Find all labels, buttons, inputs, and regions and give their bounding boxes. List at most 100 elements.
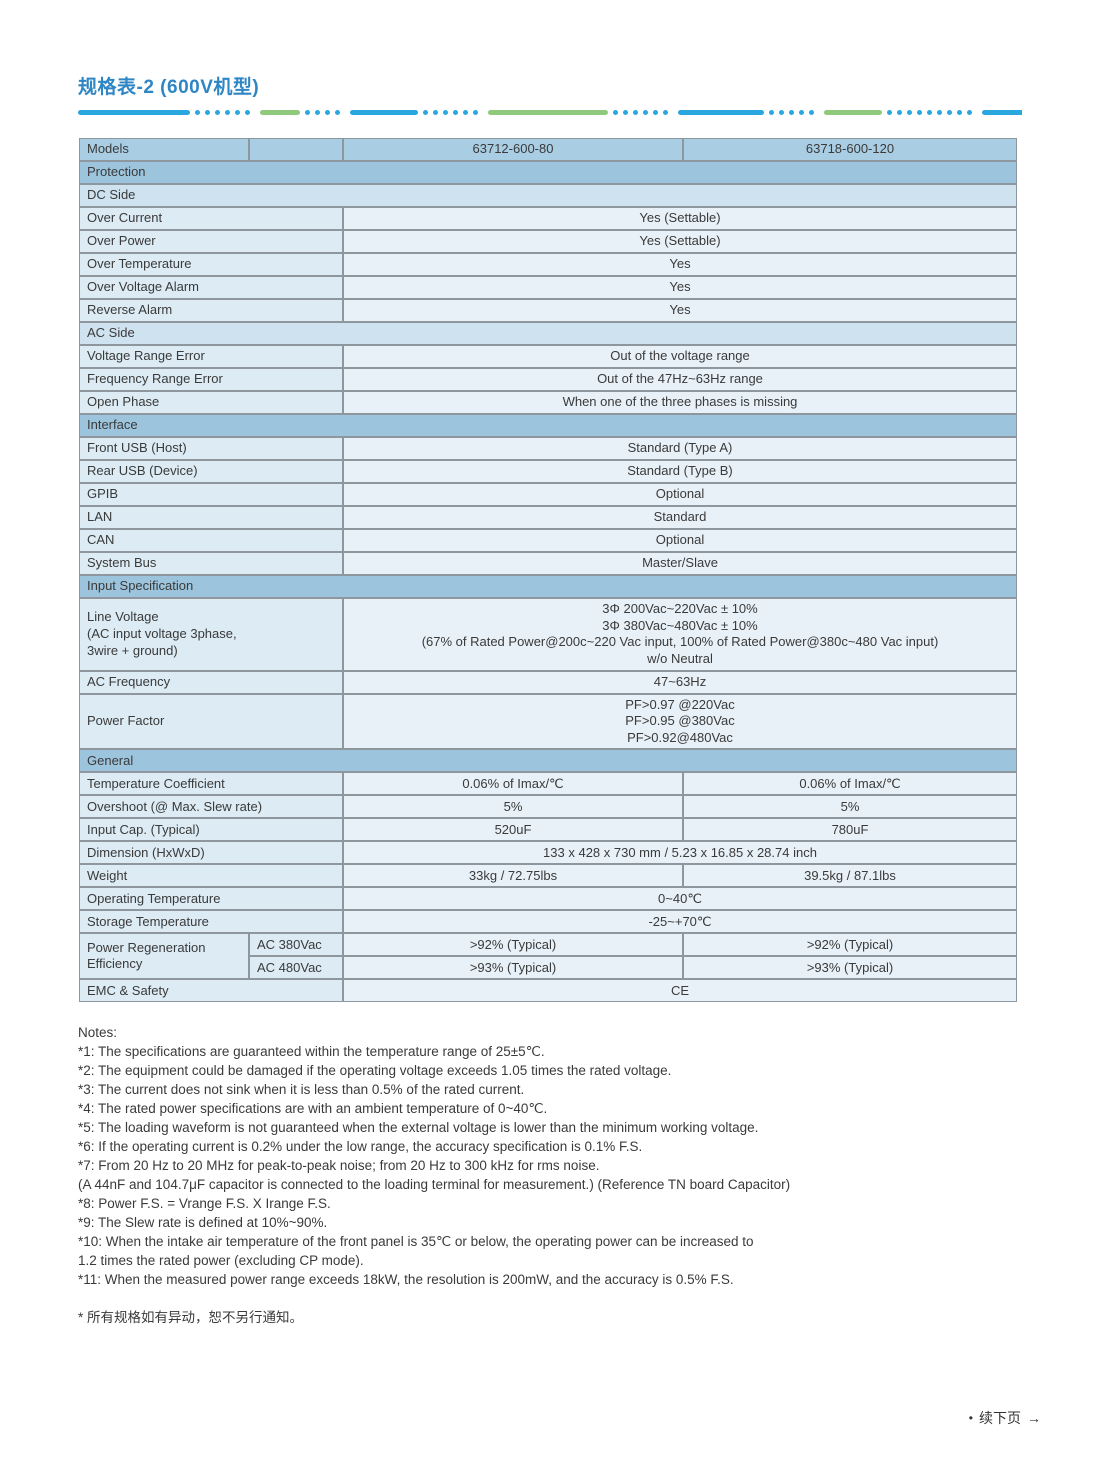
divider-dot: [195, 109, 200, 115]
notes-disclaimer: * 所有规格如有异动，恕不另行通知。: [78, 1310, 304, 1326]
divider-dot: [633, 109, 638, 115]
spec-label: Operating Temperature: [80, 888, 342, 910]
note-line: 1.2 times the rated power (excluding CP …: [78, 1253, 364, 1269]
divider-dot: [225, 109, 230, 115]
divider-dot: [423, 109, 428, 115]
table-row: Protection: [80, 162, 1016, 183]
spec-sublabel: AC 480Vac: [250, 957, 342, 979]
note-line: (A 44nF and 104.7μF capacitor is connect…: [78, 1177, 791, 1193]
divider-dot: [463, 109, 468, 115]
divider-dot: [613, 109, 618, 115]
spec-label: Weight: [80, 865, 342, 887]
spec-value: Out of the voltage range: [344, 346, 1016, 367]
section-header: Protection: [80, 162, 1016, 183]
divider-segment: [488, 109, 608, 115]
spec-value: 0~40℃: [344, 888, 1016, 910]
spec-value: PF>0.97 @220Vac PF>0.95 @380Vac PF>0.92@…: [344, 694, 1016, 749]
table-row: DC Side: [80, 185, 1016, 206]
spec-value: Standard: [344, 507, 1016, 528]
section-header: Input Specification: [80, 576, 1016, 597]
divider-segment: [678, 109, 764, 115]
spec-value: 47~63Hz: [344, 671, 1016, 693]
divider-dot: [473, 109, 478, 115]
note-line: *7: From 20 Hz to 20 MHz for peak-to-pea…: [78, 1158, 600, 1174]
spec-label: Dimension (HxWxD): [80, 842, 342, 864]
spec-value: Optional: [344, 530, 1016, 551]
spec-label: Open Phase: [80, 392, 342, 413]
spec-value: 5%: [344, 796, 682, 818]
spec-label: CAN: [80, 530, 342, 551]
divider-dot: [623, 109, 628, 115]
divider-segment: [78, 109, 190, 115]
page-content: 规格表-2 (600V机型) Models 63712-600-80 63718-6…: [78, 77, 1022, 1326]
divider-dot: [799, 109, 804, 115]
divider-segment: [260, 109, 300, 115]
subsection-header: DC Side: [80, 185, 1016, 206]
table-row: Dimension (HxWxD) 133 x 428 x 730 mm / 5.…: [80, 842, 1016, 864]
table-row: CAN Optional: [80, 530, 1016, 551]
divider-dot: [205, 109, 210, 115]
note-line: *5: The loading waveform is not guarante…: [78, 1120, 759, 1136]
note-line: *9: The Slew rate is defined at 10%~90%.: [78, 1215, 328, 1231]
spec-label: Frequency Range Error: [80, 369, 342, 390]
table-row: Voltage Range Error Out of the voltage ra…: [80, 346, 1016, 367]
spec-value: 5%: [684, 796, 1016, 818]
divider-dot: [643, 109, 648, 115]
table-row: Over Power Yes (Settable): [80, 231, 1016, 252]
table-row: System Bus Master/Slave: [80, 553, 1016, 574]
spec-label: LAN: [80, 507, 342, 528]
spec-value: Yes: [344, 300, 1016, 321]
page-title: 规格表-2 (600V机型): [78, 77, 260, 98]
divider-dot: [917, 109, 922, 115]
spec-label: Temperature Coefficient: [80, 773, 342, 795]
spec-label: Power Factor: [80, 694, 342, 749]
spec-group-label: Power Regeneration Efficiency: [80, 934, 248, 979]
model-name: 63712-600-80: [344, 139, 682, 160]
note-line: *8: Power F.S. = Vrange F.S. X Irange F.…: [78, 1196, 331, 1212]
spec-sublabel: AC 380Vac: [250, 934, 342, 956]
spec-value: Yes (Settable): [344, 231, 1016, 252]
spec-label: Rear USB (Device): [80, 461, 342, 482]
divider-dot: [433, 109, 438, 115]
decorative-divider: [78, 109, 1022, 115]
arrow-right-icon: →: [1027, 1410, 1041, 1426]
section-header: Interface: [80, 415, 1016, 436]
spec-label: Voltage Range Error: [80, 346, 342, 367]
spec-label: AC Frequency: [80, 671, 342, 693]
table-row: Temperature Coefficient 0.06% of Imax/℃ 0.…: [80, 773, 1016, 795]
models-header-spacer: [250, 139, 342, 160]
note-line: *6: If the operating current is 0.2% und…: [78, 1139, 643, 1155]
note-line: *4: The rated power specifications are w…: [78, 1101, 548, 1117]
divider-dot: [315, 109, 320, 115]
spec-value: Yes: [344, 254, 1016, 275]
divider-segment: [824, 109, 882, 115]
table-row: Open Phase When one of the three phases i…: [80, 392, 1016, 413]
spec-value: Out of the 47Hz~63Hz range: [344, 369, 1016, 390]
divider-dot: [663, 109, 668, 115]
divider-dot: [769, 109, 774, 115]
table-row: LAN Standard: [80, 507, 1016, 528]
divider-dot: [789, 109, 794, 115]
spec-label: Over Temperature: [80, 254, 342, 275]
note-line: *1: The specifications are guaranteed wi…: [78, 1044, 545, 1060]
table-row: Storage Temperature -25~+70℃: [80, 911, 1016, 933]
table-row: AC Frequency 47~63Hz: [80, 671, 1016, 693]
divider-dot: [887, 109, 892, 115]
subsection-header: AC Side: [80, 323, 1016, 344]
notes-heading: Notes:: [78, 1025, 118, 1041]
spec-label: Line Voltage (AC input voltage 3phase, 3…: [80, 599, 342, 670]
spec-value: Master/Slave: [344, 553, 1016, 574]
spec-value: When one of the three phases is missing: [344, 392, 1016, 413]
spec-value: Optional: [344, 484, 1016, 505]
divider-dot: [897, 109, 902, 115]
table-row: Operating Temperature 0~40℃: [80, 888, 1016, 910]
spec-value: Yes: [344, 277, 1016, 298]
table-row: Front USB (Host) Standard (Type A): [80, 438, 1016, 459]
model-name: 63718-600-120: [684, 139, 1016, 160]
table-row: Models 63712-600-80 63718-600-120: [80, 139, 1016, 160]
divider-dot: [907, 109, 912, 115]
footer-label: 续下页: [979, 1410, 1021, 1426]
spec-value: >92% (Typical): [684, 934, 1016, 956]
divider-dot: [215, 109, 220, 115]
spec-table: Models 63712-600-80 63718-600-120 Protectio…: [78, 137, 1018, 1003]
